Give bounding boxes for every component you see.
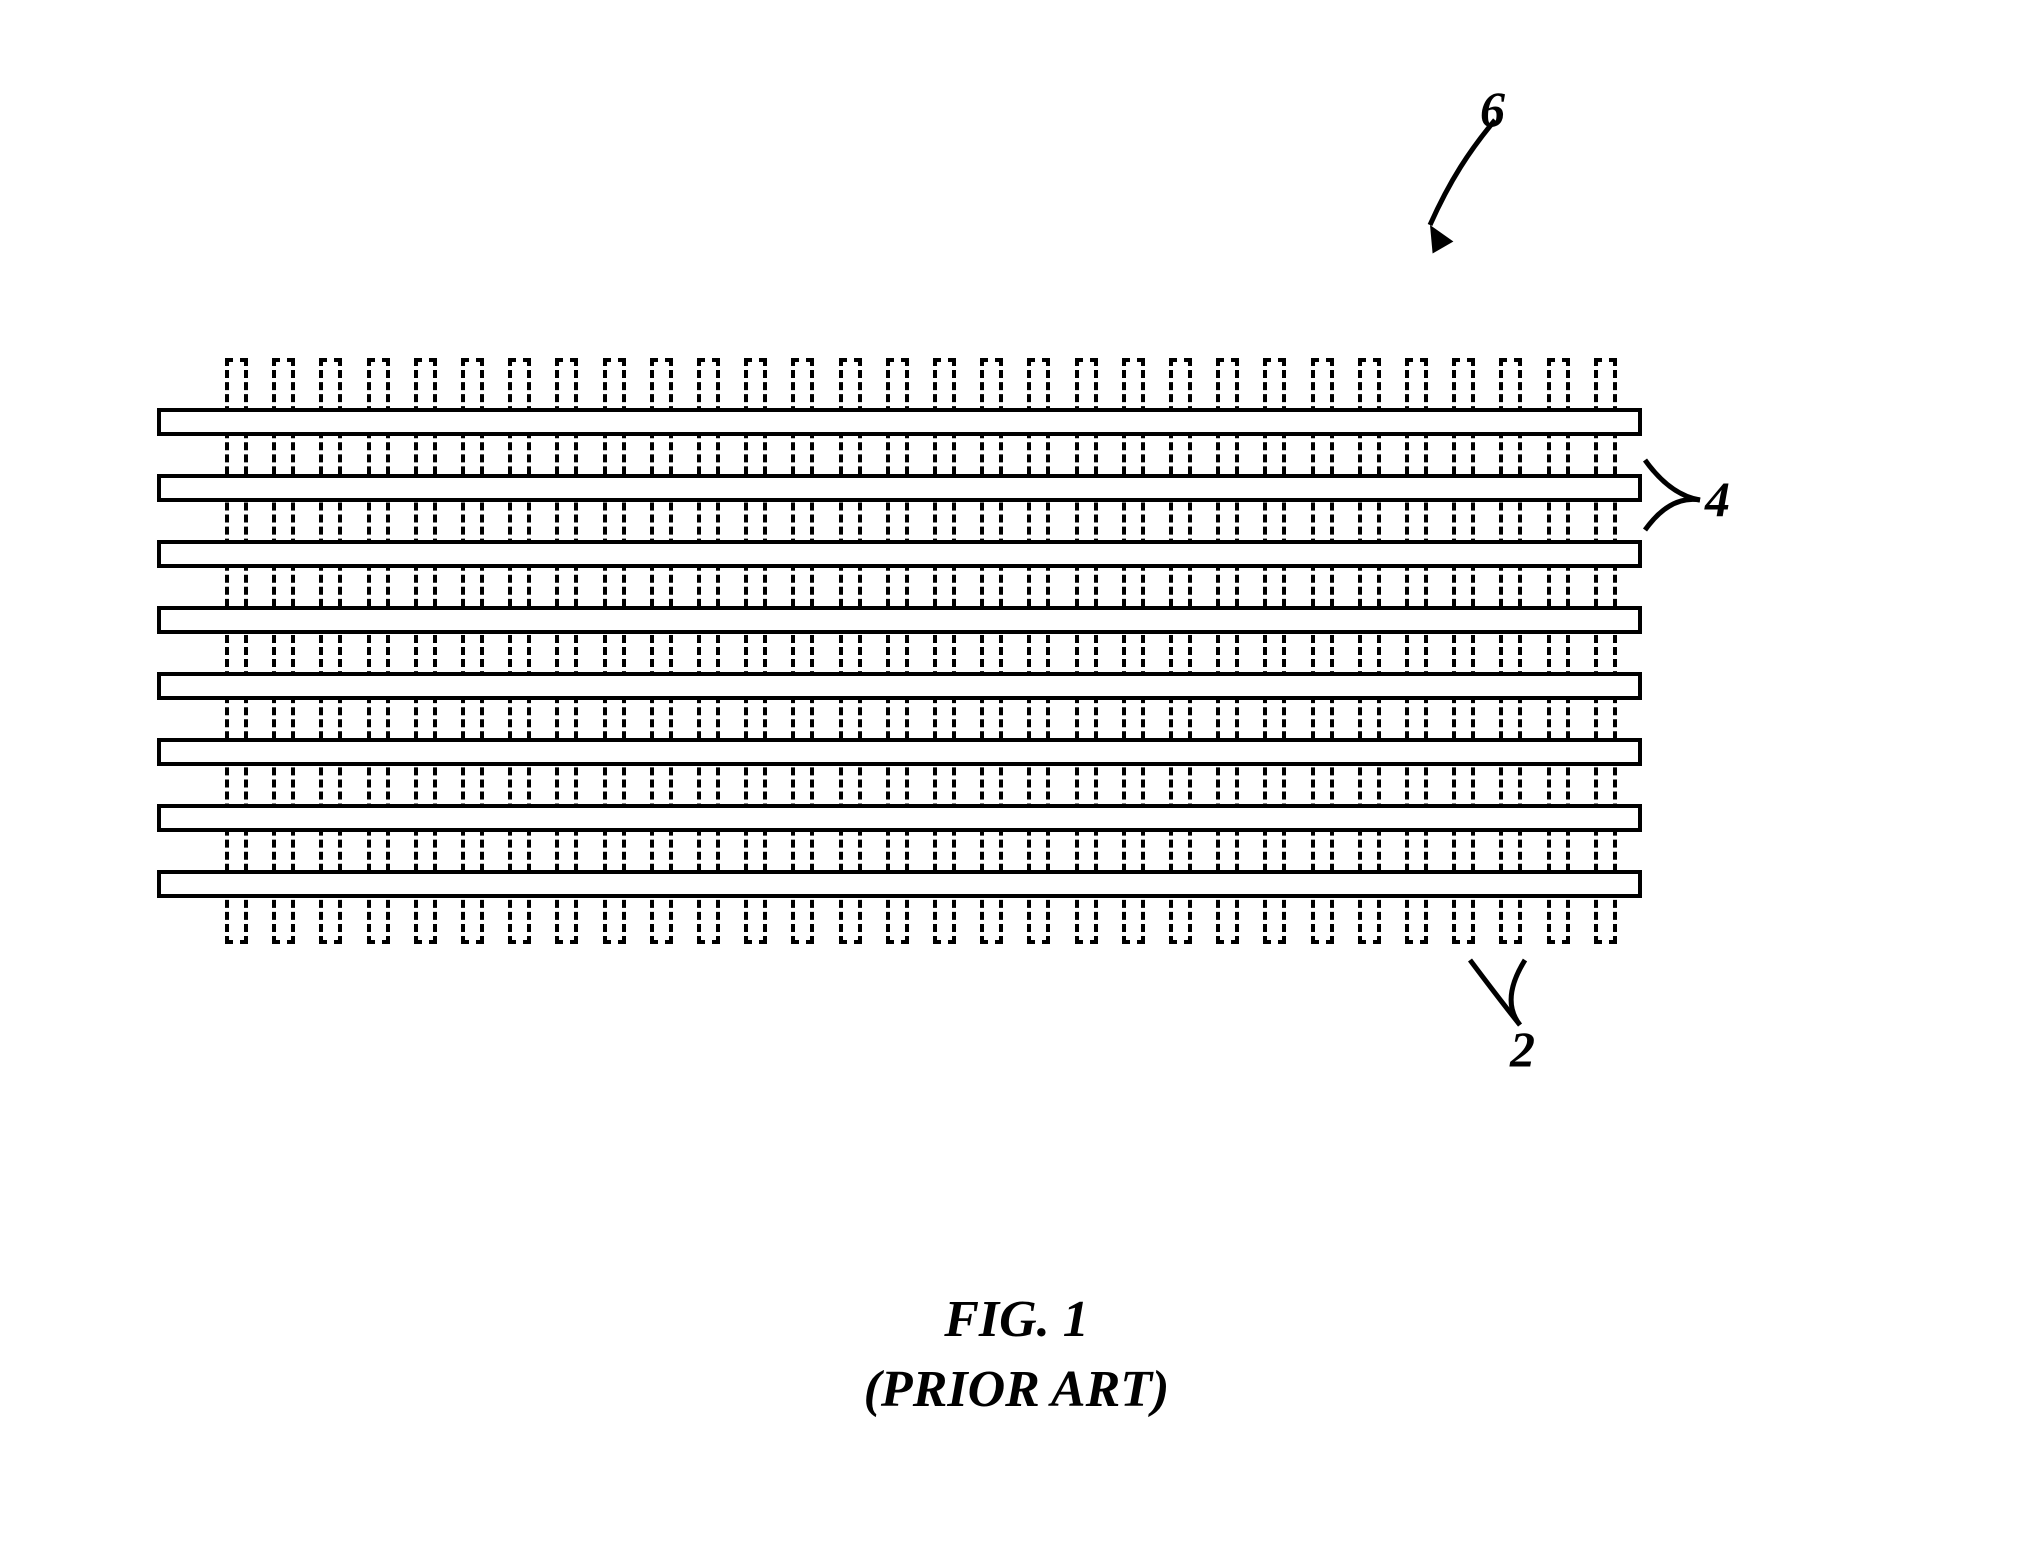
figure-caption-line2: (PRIOR ART) (0, 1360, 2033, 1419)
figure-caption-line1: FIG. 1 (0, 1290, 2033, 1349)
